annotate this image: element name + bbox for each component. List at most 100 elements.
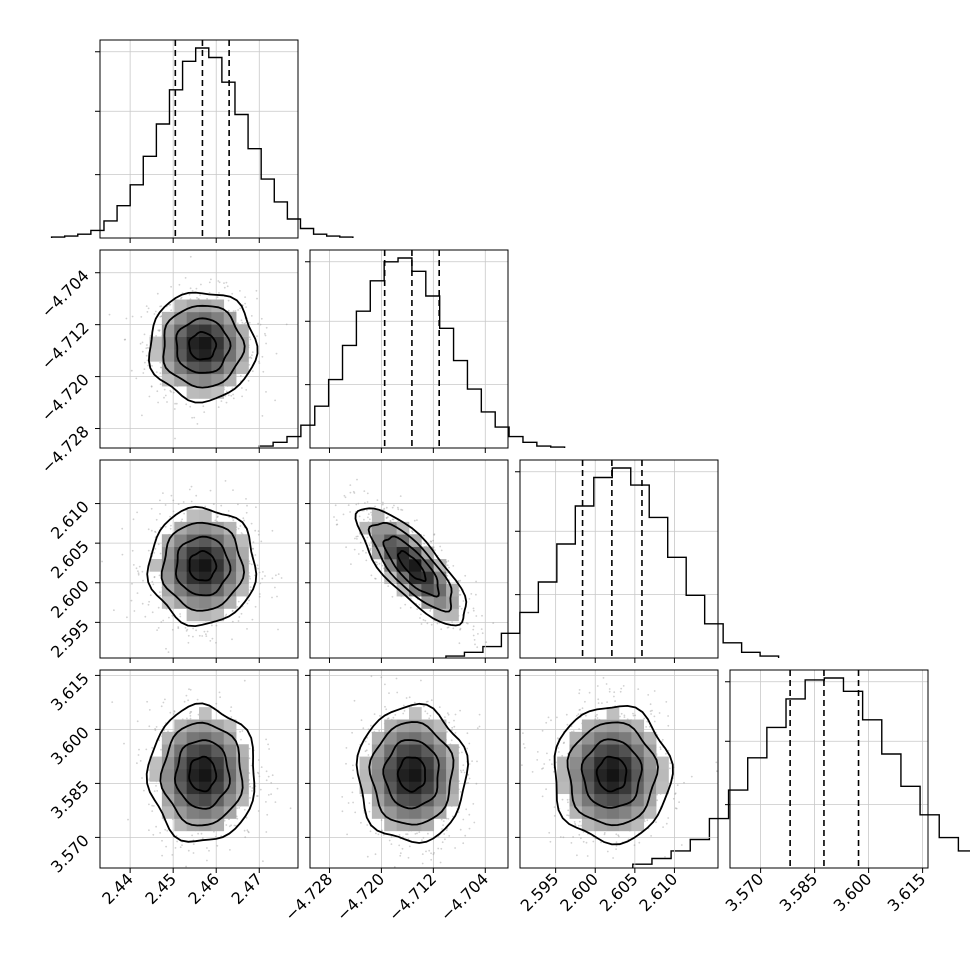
sample-point	[397, 506, 399, 509]
sample-point	[164, 394, 167, 397]
sample-point	[459, 627, 462, 630]
sample-point	[380, 819, 383, 821]
sample-point	[153, 552, 156, 554]
sample-point	[154, 310, 157, 313]
sample-point	[258, 595, 261, 598]
sample-point	[223, 282, 225, 284]
sample-point	[375, 561, 378, 564]
sample-point	[189, 717, 192, 720]
sample-point	[464, 834, 467, 837]
density-cell	[174, 361, 187, 375]
sample-point	[198, 634, 201, 637]
density-cell	[421, 731, 435, 745]
density-cell	[223, 596, 237, 609]
sample-point	[137, 573, 140, 576]
sample-point	[360, 719, 363, 722]
sample-point	[475, 615, 478, 617]
sample-point	[142, 372, 145, 374]
sample-point	[121, 553, 124, 556]
density-cell	[409, 707, 422, 720]
sample-point	[214, 519, 217, 522]
density-cell	[384, 571, 397, 585]
sample-point	[366, 855, 369, 858]
sample-point	[492, 622, 495, 624]
sample-point	[462, 600, 465, 602]
density-cell	[149, 349, 163, 362]
contour-3	[146, 505, 258, 628]
density-cell	[211, 571, 225, 585]
sample-point	[397, 508, 400, 511]
sample-point	[133, 610, 136, 612]
sample-point	[136, 511, 139, 514]
sample-point	[169, 515, 172, 518]
sample-point	[206, 630, 209, 633]
sample-point	[218, 691, 221, 694]
sample-point	[472, 609, 475, 612]
sample-point	[151, 747, 154, 749]
sample-point	[270, 793, 272, 796]
density-cell	[396, 571, 410, 585]
sample-point	[197, 713, 200, 716]
sample-point	[251, 618, 254, 621]
sample-point	[252, 541, 255, 543]
sample-point	[172, 713, 175, 715]
contour-3	[147, 291, 259, 404]
sample-point	[226, 285, 229, 288]
sample-point	[388, 692, 390, 694]
sample-point	[216, 515, 219, 518]
sample-point	[468, 777, 471, 780]
sample-point	[439, 861, 442, 864]
sample-point	[177, 627, 180, 630]
sample-point	[244, 321, 247, 324]
sample-point	[206, 859, 208, 862]
sample-point	[345, 762, 347, 765]
density-cell	[199, 608, 212, 622]
density-cell	[199, 707, 212, 720]
sample-point	[398, 844, 401, 847]
sample-point	[257, 322, 259, 325]
sample-point	[472, 634, 475, 637]
sample-point	[478, 713, 481, 716]
sample-point	[420, 679, 422, 682]
sample-point	[209, 489, 212, 492]
sample-point	[121, 527, 124, 530]
sample-point	[439, 545, 442, 548]
sample-point	[249, 338, 252, 341]
sample-point	[438, 706, 441, 708]
sample-point	[237, 620, 240, 622]
sample-point	[236, 807, 239, 809]
contour-0	[396, 549, 427, 583]
sample-point	[374, 577, 377, 580]
sample-point	[240, 319, 243, 322]
sample-point	[261, 355, 264, 358]
sample-point	[430, 858, 433, 861]
sample-point	[424, 710, 427, 713]
sample-point	[452, 565, 455, 567]
sample-point	[462, 842, 465, 845]
sample-point	[459, 769, 462, 772]
sample-point	[155, 825, 158, 828]
sample-point	[243, 679, 246, 682]
sample-point	[432, 539, 434, 542]
sample-point	[580, 824, 582, 827]
sample-point	[465, 622, 468, 624]
sample-point	[161, 839, 163, 842]
sample-point	[264, 334, 267, 337]
sample-point	[223, 819, 226, 822]
sample-point	[231, 610, 234, 612]
sample-point	[231, 292, 234, 295]
sample-point	[151, 365, 153, 367]
density-cell	[186, 386, 200, 399]
sample-point	[190, 711, 193, 713]
sample-point	[485, 641, 488, 644]
density-cell	[161, 546, 175, 560]
density-cell	[409, 744, 422, 757]
sample-point	[187, 634, 190, 637]
sample-point	[152, 833, 155, 836]
sample-point	[368, 810, 371, 813]
sample-point	[258, 362, 261, 364]
sample-point	[231, 638, 233, 641]
sample-point	[410, 597, 412, 599]
density-cell	[186, 559, 200, 572]
sample-point	[189, 711, 192, 713]
